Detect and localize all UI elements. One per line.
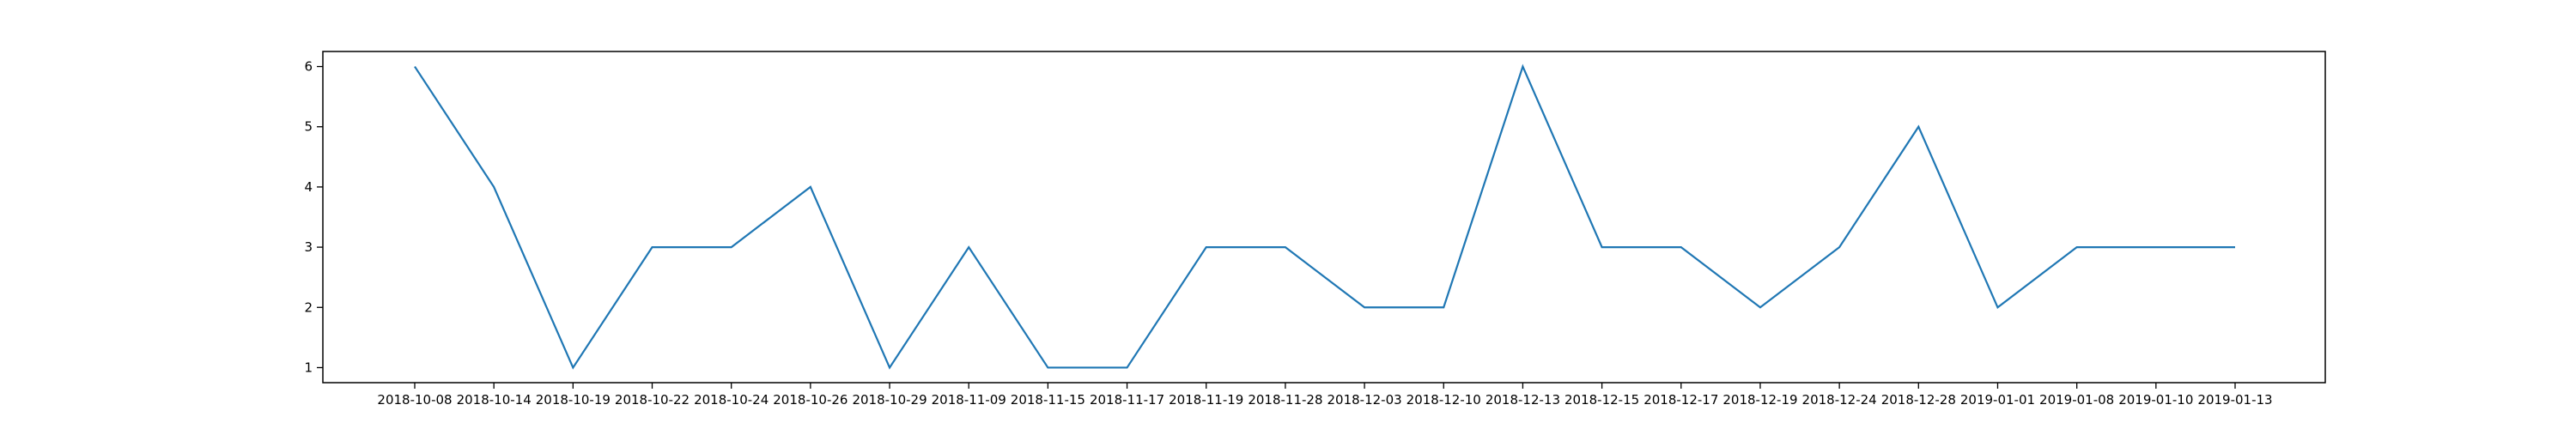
x-tick-label: 2018-12-24 xyxy=(1802,392,1877,408)
y-tick-label: 6 xyxy=(304,59,313,75)
x-tick-label: 2018-12-10 xyxy=(1406,392,1481,408)
x-tick-label: 2018-10-24 xyxy=(694,392,769,408)
plot-area xyxy=(322,51,2326,384)
x-tick-label: 2019-01-08 xyxy=(2039,392,2114,408)
x-tick-label: 2018-12-15 xyxy=(1564,392,1639,408)
y-tick-label: 4 xyxy=(304,179,313,195)
y-tick-label: 3 xyxy=(304,239,313,255)
y-tick-label: 5 xyxy=(304,119,313,135)
y-tick-label: 2 xyxy=(304,299,313,315)
x-tick-label: 2018-10-14 xyxy=(457,392,532,408)
x-tick-label: 2018-10-19 xyxy=(536,392,611,408)
x-tick-label: 2019-01-10 xyxy=(2118,392,2193,408)
x-tick-label: 2018-11-19 xyxy=(1169,392,1243,408)
x-tick-label: 2018-10-26 xyxy=(773,392,848,408)
x-tick-label: 2018-12-13 xyxy=(1485,392,1560,408)
x-tick-label: 2018-12-28 xyxy=(1881,392,1956,408)
y-axis: 1 2 3 4 5 6 xyxy=(304,59,323,375)
x-tick-label: 2018-12-03 xyxy=(1327,392,1401,408)
x-tick-label: 2018-11-17 xyxy=(1090,392,1164,408)
x-axis: 2018-10-08 2018-10-14 2018-10-19 2018-10-22… xyxy=(377,383,2273,408)
x-tick-label: 2018-11-28 xyxy=(1248,392,1322,408)
series-line xyxy=(414,63,2235,370)
x-tick-label: 2019-01-13 xyxy=(2197,392,2272,408)
x-tick-label: 2018-10-08 xyxy=(377,392,452,408)
x-tick-label: 2018-12-19 xyxy=(1722,392,1797,408)
y-tick-label: 1 xyxy=(304,360,313,375)
x-tick-label: 2019-01-01 xyxy=(1960,392,2035,408)
x-tick-label: 2018-10-22 xyxy=(615,392,690,408)
x-tick-label: 2018-10-29 xyxy=(852,392,927,408)
x-tick-label: 2018-12-17 xyxy=(1643,392,1718,408)
x-tick-label: 2018-11-15 xyxy=(1011,392,1085,408)
x-tick-label: 2018-11-09 xyxy=(932,392,1006,408)
series-layer xyxy=(414,63,2236,370)
